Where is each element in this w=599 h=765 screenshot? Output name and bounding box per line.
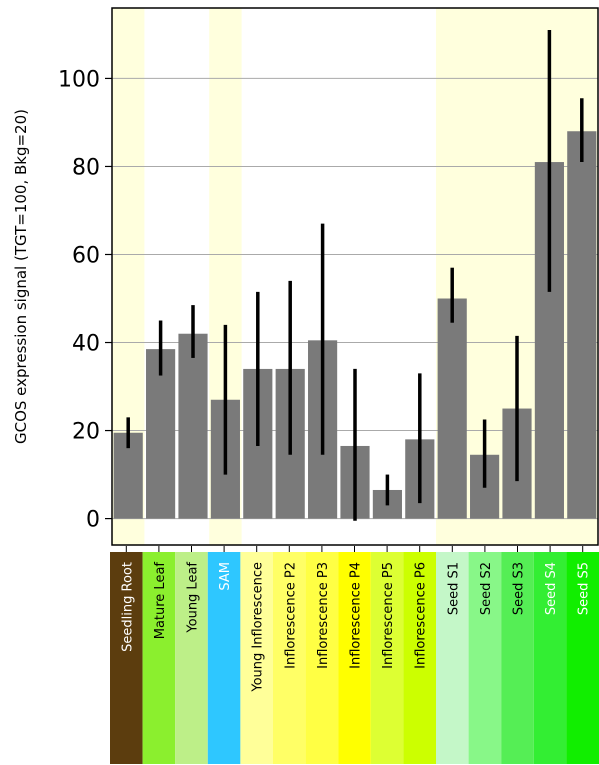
category-label-swatch — [370, 552, 404, 764]
y-tick-label: 60 — [72, 243, 100, 268]
category-label-swatch — [533, 552, 567, 764]
bar — [437, 298, 467, 519]
category-label: Mature Leaf — [153, 562, 168, 640]
category-label: Seedling Root — [120, 562, 135, 652]
category-label-swatch — [240, 552, 273, 764]
category-label: Inflorescence P5 — [381, 562, 396, 669]
category-label-swatch — [468, 552, 502, 764]
category-label-swatch — [436, 552, 469, 764]
category-label-swatch — [142, 552, 176, 764]
category-label-swatch — [501, 552, 534, 764]
category-label: Seed S5 — [577, 562, 592, 615]
category-label-swatch — [305, 552, 339, 764]
category-label-strip: Seedling Root Mature Leaf Young Leaf SAM You… — [110, 546, 599, 764]
category-label: SAM — [218, 562, 233, 591]
category-label: Seed S4 — [544, 562, 559, 615]
category-label-swatch — [110, 552, 143, 764]
category-label-swatch — [175, 552, 208, 764]
plot-frame — [111, 7, 599, 546]
category-label-swatch — [403, 552, 436, 764]
category-label: Inflorescence P3 — [316, 562, 331, 669]
category-label: Inflorescence P4 — [349, 562, 364, 669]
y-axis-label: GCOS expression signal (TGT=100, Bkg=20) — [12, 109, 30, 444]
category-label-swatch — [273, 552, 306, 764]
category-label: Young Inflorescence — [251, 562, 266, 693]
category-label: Inflorescence P6 — [414, 562, 429, 669]
category-label: Seed S3 — [512, 562, 527, 615]
category-label-swatch — [566, 552, 599, 764]
error-bars — [126, 30, 584, 521]
y-tick-label: 80 — [72, 155, 100, 180]
y-tick-label: 0 — [86, 508, 100, 533]
y-tick-label: 40 — [72, 332, 100, 357]
bar — [146, 349, 176, 519]
y-tick-label: 100 — [58, 67, 100, 92]
bar — [178, 333, 208, 519]
category-label-swatch — [207, 552, 241, 764]
bar — [567, 131, 597, 519]
category-label: Seed S1 — [446, 562, 461, 615]
category-label: Inflorescence P2 — [283, 562, 298, 669]
y-axis: 0 20 40 60 80 100 — [58, 67, 112, 533]
category-label-swatch — [338, 552, 371, 764]
category-label: Young Leaf — [186, 562, 201, 634]
category-label: Seed S2 — [479, 562, 494, 615]
y-tick-label: 20 — [72, 420, 100, 445]
